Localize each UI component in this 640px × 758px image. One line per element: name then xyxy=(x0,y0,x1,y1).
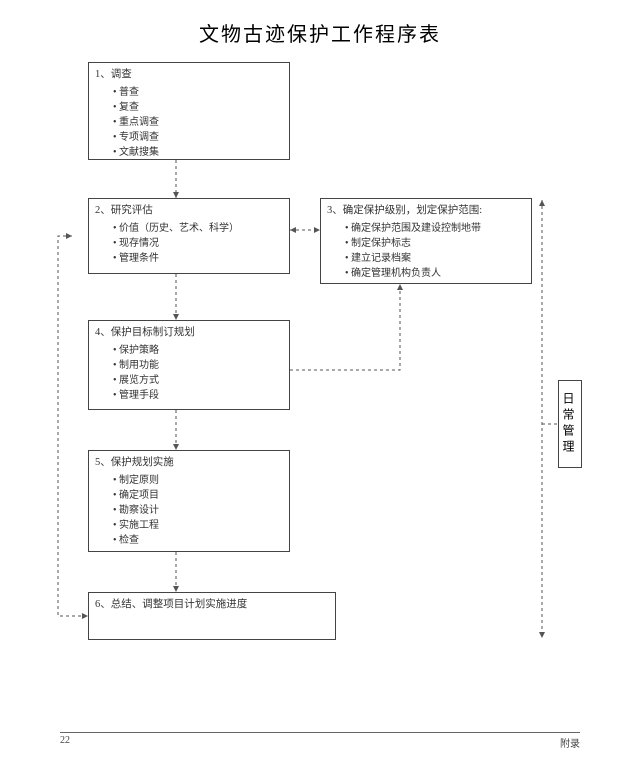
list-item: 实施工程 xyxy=(113,518,283,533)
list-item: 价值（历史、艺术、科学） xyxy=(113,221,283,236)
list-item: 展览方式 xyxy=(113,373,283,388)
box-1-survey: 1、调查 普查 复查 重点调查 专项调查 文献搜集 xyxy=(88,62,290,160)
box-3-level: 3、确定保护级别，划定保护范围: 确定保护范围及建设控制地带 制定保护标志 建立… xyxy=(320,198,532,284)
list-item: 确定管理机构负责人 xyxy=(345,266,525,281)
box-5-implement: 5、保护规划实施 制定原则 确定项目 勘察设计 实施工程 检查 xyxy=(88,450,290,552)
list-item: 确定保护范围及建设控制地带 xyxy=(345,221,525,236)
list-item: 制用功能 xyxy=(113,358,283,373)
box-5-header: 5、保护规划实施 xyxy=(95,455,283,471)
sidebar-daily-mgmt: 日常管理 xyxy=(558,380,582,468)
list-item: 管理条件 xyxy=(113,251,283,266)
box-3-header: 3、确定保护级别，划定保护范围: xyxy=(327,203,525,219)
box-4-header: 4、保护目标制订规划 xyxy=(95,325,283,341)
box-2-evaluate: 2、研究评估 价值（历史、艺术、科学） 现存情况 管理条件 xyxy=(88,198,290,274)
list-item: 复查 xyxy=(113,100,283,115)
diagram-canvas: 1、调查 普查 复查 重点调查 专项调查 文献搜集 2、研究评估 价值（历史、艺… xyxy=(0,0,640,758)
list-item: 制定原则 xyxy=(113,473,283,488)
box-3-list: 确定保护范围及建设控制地带 制定保护标志 建立记录档案 确定管理机构负责人 xyxy=(327,221,525,281)
box-4-plan: 4、保护目标制订规划 保护策略 制用功能 展览方式 管理手段 xyxy=(88,320,290,410)
list-item: 文献搜集 xyxy=(113,145,283,160)
box-1-list: 普查 复查 重点调查 专项调查 文献搜集 xyxy=(95,85,283,160)
box-6-summary: 6、总结、调整项目计划实施进度 xyxy=(88,592,336,640)
list-item: 管理手段 xyxy=(113,388,283,403)
list-item: 确定项目 xyxy=(113,488,283,503)
list-item: 重点调查 xyxy=(113,115,283,130)
box-1-header: 1、调查 xyxy=(95,67,283,83)
box-2-header: 2、研究评估 xyxy=(95,203,283,219)
list-item: 建立记录档案 xyxy=(345,251,525,266)
box-4-list: 保护策略 制用功能 展览方式 管理手段 xyxy=(95,343,283,403)
box-2-list: 价值（历史、艺术、科学） 现存情况 管理条件 xyxy=(95,221,283,266)
page-number: 22 xyxy=(60,735,70,750)
list-item: 勘察设计 xyxy=(113,503,283,518)
box-5-list: 制定原则 确定项目 勘察设计 实施工程 检查 xyxy=(95,473,283,548)
list-item: 保护策略 xyxy=(113,343,283,358)
list-item: 现存情况 xyxy=(113,236,283,251)
list-item: 普查 xyxy=(113,85,283,100)
page-footer: 22 附录 xyxy=(60,732,580,750)
footer-label: 附录 xyxy=(560,735,580,750)
list-item: 检查 xyxy=(113,533,283,548)
list-item: 制定保护标志 xyxy=(345,236,525,251)
box-6-header: 6、总结、调整项目计划实施进度 xyxy=(95,597,329,613)
list-item: 专项调查 xyxy=(113,130,283,145)
